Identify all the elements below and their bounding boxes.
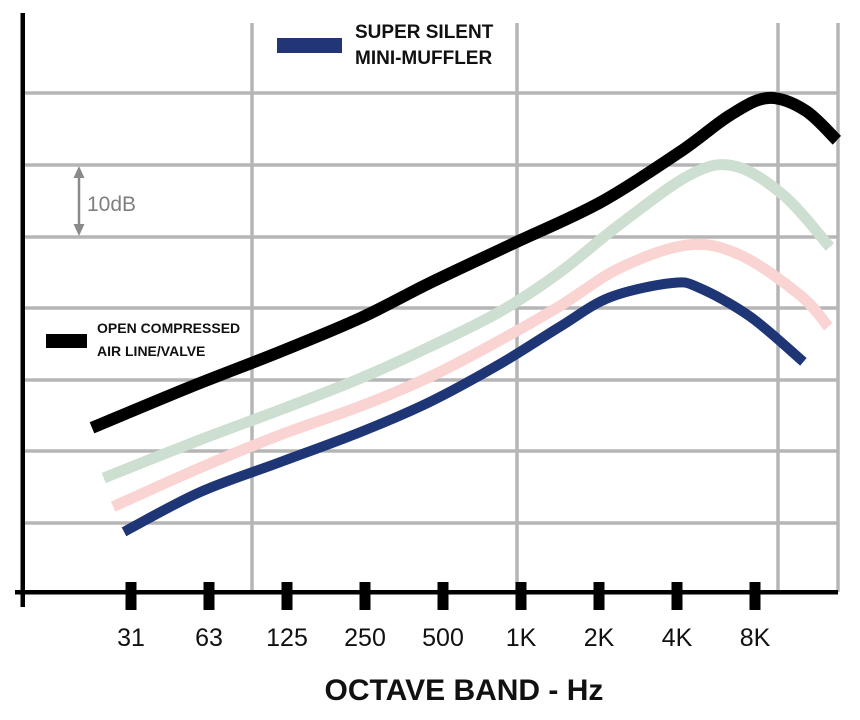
- legend-open-line: OPEN COMPRESSED AIR LINE/VALVE: [46, 320, 240, 359]
- legend-open-line-swatch: [46, 334, 87, 348]
- x-tick-label: 2K: [584, 624, 615, 652]
- x-tick-label: 250: [344, 624, 386, 652]
- legend-open-line-label-line2: AIR LINE/VALVE: [97, 343, 205, 359]
- x-tick: [749, 582, 761, 610]
- x-tick: [359, 582, 371, 610]
- x-tick: [281, 582, 293, 610]
- x-tick-label: 1K: [506, 624, 537, 652]
- x-tick: [125, 582, 137, 610]
- x-tick-label: 4K: [662, 624, 693, 652]
- legend-open-line-label-line1: OPEN COMPRESSED: [97, 320, 240, 336]
- legend-muffler: SUPER SILENT MINI-MUFFLER: [277, 22, 494, 69]
- x-tick-label: 500: [422, 624, 464, 652]
- x-tick: [593, 582, 605, 610]
- db-scale-indicator: 10dB: [73, 166, 136, 236]
- x-tick: [515, 582, 527, 610]
- y-axis-line: [20, 13, 25, 607]
- x-axis-title: OCTAVE BAND - Hz: [325, 674, 604, 707]
- db-scale-label: 10dB: [87, 193, 136, 216]
- arrow-down-icon: [73, 224, 85, 236]
- x-tick-label: 125: [266, 624, 308, 652]
- curves: [89, 91, 842, 537]
- arrow-up-icon: [73, 166, 85, 178]
- plot-grid: [22, 23, 840, 592]
- x-axis-line: [15, 590, 838, 595]
- x-tick: [203, 582, 215, 610]
- x-tick-label: 8K: [740, 624, 771, 652]
- x-axis-ticks: 31 63 125 250 500 1K 2K 4K 8K: [117, 582, 771, 652]
- x-tick: [437, 582, 449, 610]
- legend-muffler-swatch: [277, 38, 342, 53]
- curve-open-air-line: [89, 91, 842, 434]
- x-tick: [671, 582, 683, 610]
- x-tick-label: 31: [117, 624, 145, 652]
- curve-intermediate-lower: [110, 238, 833, 512]
- legend-muffler-label-line1: SUPER SILENT: [355, 22, 494, 43]
- curve-intermediate-upper: [101, 159, 835, 484]
- curve-mini-muffler: [121, 277, 807, 537]
- legend-muffler-label-line2: MINI-MUFFLER: [355, 48, 492, 69]
- x-tick-label: 63: [195, 624, 223, 652]
